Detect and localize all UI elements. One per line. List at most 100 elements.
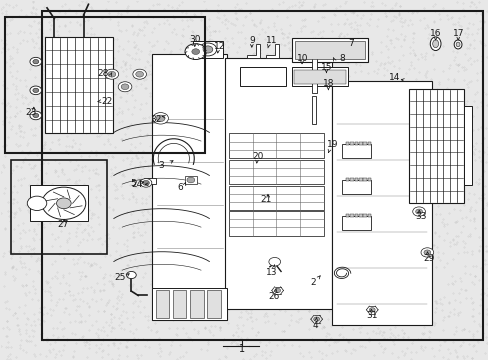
Point <box>367 209 375 215</box>
Point <box>241 148 249 154</box>
Point <box>156 309 164 315</box>
Point <box>78 0 86 4</box>
Point <box>27 63 35 69</box>
Point <box>69 297 77 303</box>
Point <box>84 261 92 266</box>
Point <box>134 355 142 360</box>
Point <box>408 212 416 217</box>
Point <box>390 124 398 130</box>
Point <box>386 326 393 332</box>
Point <box>234 325 242 331</box>
Point <box>442 182 449 188</box>
Point <box>434 171 442 176</box>
Point <box>449 206 457 211</box>
Point <box>310 286 318 292</box>
Point <box>472 328 480 333</box>
Point <box>295 207 303 213</box>
Point <box>235 202 243 208</box>
Point <box>438 327 446 333</box>
Bar <box>44 37 113 134</box>
Point <box>276 215 284 221</box>
Point <box>0 250 8 256</box>
Point <box>141 64 149 69</box>
Point <box>483 285 488 291</box>
Point <box>397 280 405 286</box>
Point <box>413 141 421 147</box>
Point <box>322 237 330 243</box>
Point <box>6 53 14 59</box>
Point <box>239 160 247 166</box>
Point <box>465 231 473 237</box>
Point <box>252 189 260 195</box>
Point <box>282 116 290 122</box>
Point <box>232 1 240 6</box>
Point <box>231 112 239 117</box>
Point <box>120 83 127 89</box>
Point <box>324 316 331 321</box>
Point <box>349 227 357 233</box>
Point <box>329 11 337 17</box>
Point <box>71 95 79 101</box>
Point <box>57 200 65 206</box>
Point <box>340 256 348 262</box>
Point <box>405 18 413 23</box>
Point <box>165 108 173 114</box>
Point <box>2 41 10 47</box>
Point <box>467 356 474 360</box>
Point <box>201 116 209 122</box>
Bar <box>354 178 357 181</box>
Point <box>210 222 218 228</box>
Point <box>325 270 333 276</box>
Point <box>127 211 135 216</box>
Point <box>113 240 121 246</box>
Point <box>27 253 35 259</box>
Point <box>116 340 124 346</box>
Point <box>53 275 61 281</box>
Point <box>394 12 402 17</box>
Point <box>256 62 264 68</box>
Point <box>309 51 317 57</box>
Point <box>444 211 452 216</box>
Point <box>117 136 125 141</box>
Point <box>306 228 314 234</box>
Point <box>160 285 168 291</box>
Point <box>220 173 228 179</box>
Point <box>314 53 322 59</box>
Point <box>40 4 47 9</box>
Point <box>232 342 240 348</box>
Point <box>423 35 431 41</box>
Point <box>179 215 187 220</box>
Point <box>247 300 255 306</box>
Point <box>470 273 478 278</box>
Point <box>66 108 74 113</box>
Point <box>389 45 397 50</box>
Point <box>160 273 167 278</box>
Point <box>185 245 193 251</box>
Point <box>249 21 257 27</box>
Point <box>383 46 391 51</box>
Text: 14: 14 <box>388 73 400 82</box>
Point <box>113 111 121 117</box>
Point <box>482 334 488 340</box>
Point <box>456 342 464 348</box>
Point <box>258 352 265 357</box>
Point <box>221 297 228 303</box>
Point <box>264 268 271 274</box>
Point <box>253 256 261 262</box>
Point <box>453 312 461 318</box>
Point <box>24 207 32 213</box>
Point <box>23 338 31 343</box>
Point <box>179 219 186 225</box>
Point <box>179 26 187 32</box>
Point <box>180 260 187 266</box>
Point <box>286 162 294 168</box>
Point <box>149 310 157 316</box>
Point <box>62 305 70 311</box>
Point <box>374 325 382 330</box>
Text: 3: 3 <box>159 161 164 170</box>
Point <box>251 203 259 209</box>
Point <box>162 245 169 251</box>
Point <box>356 329 364 335</box>
Point <box>361 344 368 350</box>
Point <box>469 157 477 163</box>
